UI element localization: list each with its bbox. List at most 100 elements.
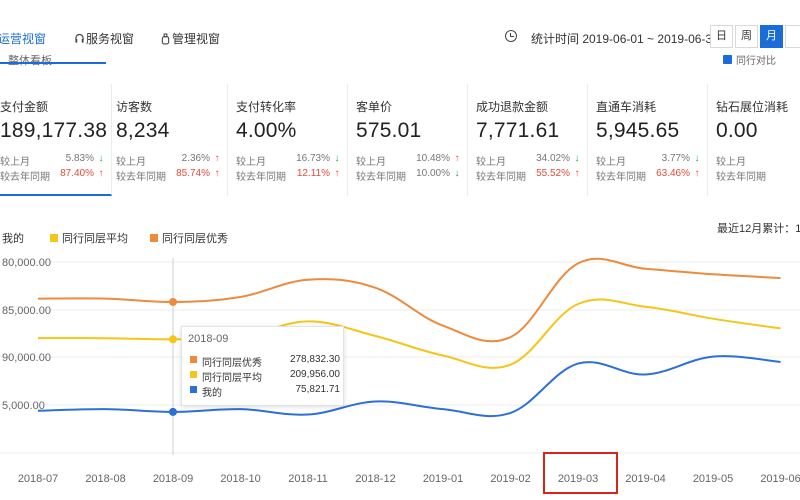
metric-compare-row: 较去年同期 63.46% ↑ (596, 168, 704, 183)
hover-point[interactable] (169, 407, 177, 416)
arrow-up-icon: ↑ (454, 153, 460, 164)
y-tick-label: 90,000.00 (2, 352, 51, 364)
panel-title: 整体看板 (8, 55, 52, 67)
legend-label: 同行同层优秀 (162, 233, 228, 245)
x-tick-label[interactable]: 2018-07 (18, 473, 58, 485)
metric-compare-row: 较上月 10.48% ↑ (356, 153, 464, 168)
x-tick-label[interactable]: 2019-05 (693, 473, 733, 485)
x-tick-label[interactable]: 2018-09 (153, 473, 193, 485)
metric-compare-row: 较上月 5.83% ↓ (0, 153, 108, 168)
metric-card[interactable]: 支付转化率 4.00% 较上月 16.73% ↓ 较去年同期 12.11% ↑ (230, 84, 348, 196)
legend-item-average[interactable]: 同行同层平均 (50, 230, 128, 246)
series-line[interactable] (37, 257, 781, 343)
metric-compare-row: 较上月↓ (716, 153, 800, 168)
arrow-down-icon: ↓ (574, 153, 580, 164)
compare-percent: 3.77% (661, 153, 690, 164)
compare-percent: 34.02% (536, 153, 570, 164)
metric-value: 189,177.38 (0, 119, 108, 142)
arrow-up-icon: ↑ (334, 168, 340, 179)
compare-label: 较上月 (0, 157, 30, 168)
period-day-button[interactable]: 日 (710, 25, 733, 48)
metric-compare-row: 较上月 16.73% ↓ (236, 153, 344, 168)
tooltip-series-value: 75,821.71 (295, 384, 341, 395)
x-tick-label[interactable]: 2019-01 (423, 473, 463, 485)
legend-swatch (50, 234, 58, 242)
x-tick-label[interactable]: 2019-04 (625, 473, 665, 485)
metric-label: 钻石展位消耗 (716, 100, 789, 114)
tab-operations-label: 运营视窗 (0, 32, 47, 46)
x-tick-label[interactable]: 2019-03 (558, 473, 598, 485)
arrow-up-icon: ↑ (574, 168, 580, 179)
tooltip-row: 我的 75,821.71 (190, 384, 341, 399)
compare-percent: 85.74% (176, 168, 210, 179)
tab-management[interactable]: 管理视窗 (161, 30, 220, 47)
stat-time-range: 统计时间 2019-06-01 ~ 2019-06-30 (531, 32, 719, 46)
metric-label: 客单价 (356, 100, 393, 114)
period-more-button[interactable] (785, 25, 800, 48)
compare-percent: 12.11% (296, 168, 330, 179)
compare-percent: 16.73% (296, 153, 330, 164)
period-week-button[interactable]: 周 (735, 25, 758, 48)
y-tick-label: 5,000.00 (2, 400, 45, 412)
bottle-icon (161, 33, 170, 45)
compare-label: 较去年同期 (236, 172, 286, 183)
metric-card[interactable]: 成功退款金额 7,771.61 较上月 34.02% ↓ 较去年同期 55.52% ↑ (470, 84, 588, 196)
tooltip-series-value: 209,956.00 (289, 369, 340, 380)
compare-label: 较上月 (116, 157, 146, 168)
hover-point[interactable] (169, 297, 177, 306)
compare-percent: 63.46% (656, 168, 690, 179)
series-line[interactable] (37, 298, 781, 369)
compare-percent: 2.36% (181, 153, 210, 164)
compare-label: 较上月 (356, 157, 386, 168)
compare-percent: 10.48% (416, 153, 450, 164)
compare-percent: 87.40% (60, 168, 94, 179)
legend-item-mine[interactable]: 我的 (0, 230, 24, 246)
metric-value: 0.00 (716, 119, 758, 142)
metric-card[interactable]: 客单价 575.01 较上月 10.48% ↑ 较去年同期 10.00% ↓ (350, 84, 468, 196)
x-tick-label[interactable]: 2019-02 (490, 473, 530, 485)
legend-label: 同行同层平均 (62, 233, 128, 245)
compare-label: 较上月 (596, 157, 626, 168)
metric-card[interactable]: 访客数 8,234 较上月 2.36% ↑ 较去年同期 85.74% ↑ (110, 84, 228, 196)
compare-percent: 10.00% (416, 168, 450, 179)
compare-percent: 55.52% (536, 168, 570, 179)
period-month-button[interactable]: 月 (760, 25, 783, 48)
x-tick-label[interactable]: 2019-06 (760, 473, 800, 485)
compare-label: 较去年同期 (476, 172, 526, 183)
compare-label: 较上月 (476, 157, 506, 168)
metric-label: 成功退款金额 (476, 100, 549, 114)
series-line[interactable] (37, 355, 781, 418)
legend-item-excellent[interactable]: 同行同层优秀 (150, 230, 228, 246)
tooltip-series-value: 278,832.30 (289, 354, 340, 365)
compare-label: 较上月 (716, 157, 746, 168)
metric-compare-row: 较上月 2.36% ↑ (116, 153, 224, 168)
tooltip-title: 2018-09 (188, 333, 229, 345)
hover-point[interactable] (169, 335, 177, 344)
tooltip-swatch (190, 386, 197, 393)
x-tick-label[interactable]: 2018-08 (85, 473, 125, 485)
tooltip-series-name: 我的 (202, 388, 222, 399)
tab-operations[interactable]: 运营视窗 (0, 30, 46, 47)
metric-card[interactable]: 钻石展位消耗 0.00 较上月↓较去年同期↓ (710, 84, 800, 196)
x-tick-label[interactable]: 2018-10 (220, 473, 260, 485)
compare-label: 同行对比 (736, 56, 776, 67)
tooltip-series-name: 同行同层优秀 (202, 358, 262, 369)
arrow-down-icon: ↓ (454, 168, 460, 179)
metric-label: 直通车消耗 (596, 100, 657, 114)
metric-compare-row: 较去年同期 10.00% ↓ (356, 168, 464, 183)
metric-compare-row: 较去年同期 85.74% ↑ (116, 168, 224, 183)
x-tick-label[interactable]: 2018-12 (355, 473, 395, 485)
metric-label: 支付转化率 (236, 100, 297, 114)
tab-service[interactable]: 服务视窗 (75, 30, 134, 47)
metric-label: 访客数 (116, 100, 153, 114)
highlighted-month-box (543, 452, 618, 494)
tooltip-row: 同行同层优秀 278,832.30 (190, 354, 340, 369)
tooltip-row: 同行同层平均 209,956.00 (190, 369, 340, 384)
metric-card[interactable]: 支付金额 189,177.38 较上月 5.83% ↓ 较去年同期 87.40% ↑ (0, 84, 112, 196)
metric-compare-row: 较上月 3.77% ↓ (596, 153, 704, 168)
metric-card[interactable]: 直通车消耗 5,945.65 较上月 3.77% ↓ 较去年同期 63.46% ↑ (590, 84, 708, 196)
compare-checkbox[interactable] (723, 55, 732, 64)
compare-label: 较去年同期 (356, 172, 406, 183)
x-tick-label[interactable]: 2018-11 (288, 473, 328, 485)
